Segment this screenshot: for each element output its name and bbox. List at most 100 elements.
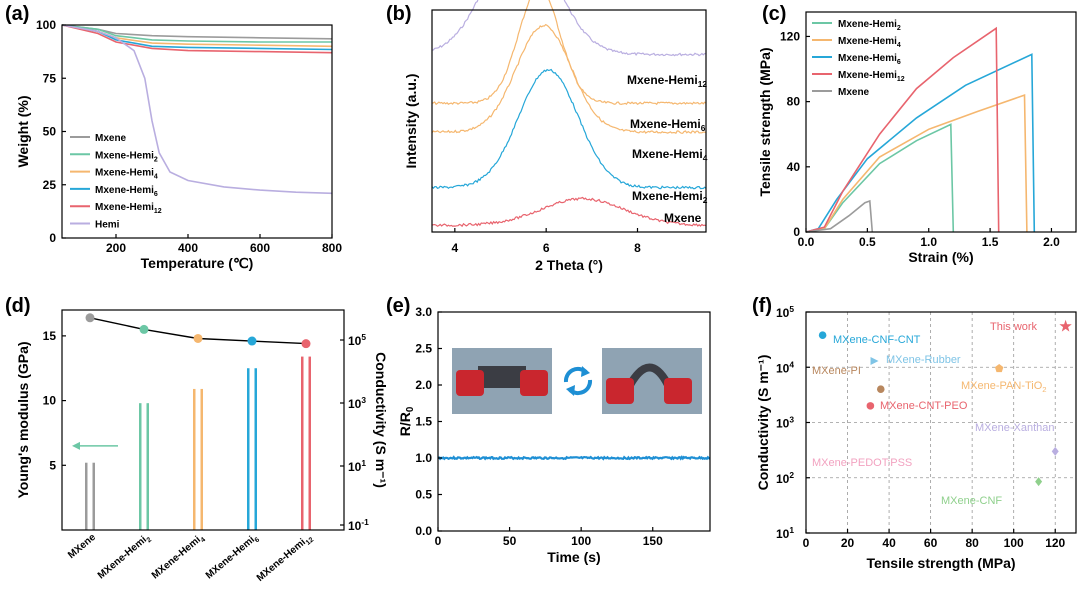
x-tick-label: 60 — [924, 536, 938, 550]
x-tick-label: 100 — [1004, 536, 1024, 550]
y-axis-title-right: Conductivity (S m⁻¹) — [373, 352, 389, 488]
tga-curve-5 — [61, 24, 333, 195]
pentagon-marker — [994, 364, 1004, 373]
right-tick-label: 101 — [348, 458, 366, 474]
stress-curve-1 — [805, 93, 1028, 233]
scatter-point: MXene-CNF — [941, 477, 1043, 507]
cycle-arrows-icon — [563, 366, 593, 396]
y-axis-title: Tensile strength (MPa) — [757, 47, 773, 196]
x-tick-label: 40 — [882, 536, 896, 550]
x-axis-title: Tensile strength (MPa) — [866, 555, 1015, 571]
modulus-point — [301, 339, 311, 349]
xrd-curve-4 — [431, 196, 707, 228]
legend-entry: Mxene-Hemi6 — [95, 185, 158, 198]
right-tick-label: 105 — [348, 332, 366, 348]
modulus-point — [139, 324, 149, 334]
y-tick-label: 5 — [49, 458, 56, 472]
scatter-point: This work — [990, 319, 1072, 333]
x-axis-title: Strain (%) — [908, 249, 973, 265]
clip-left — [456, 370, 484, 396]
category-label: MXene-Hemi4 — [150, 532, 207, 583]
mxene-film-bent — [626, 363, 672, 388]
panel-d: 5101510-1101103105MXeneMXene-Hemi2MXene-… — [5, 295, 389, 586]
category-label: MXene-Hemi6 — [204, 532, 261, 583]
y-axis-title: Conductivity (S m⁻¹) — [755, 355, 771, 491]
y-tick-label: 120 — [780, 29, 800, 43]
x-tick-label: 150 — [643, 534, 663, 548]
x-tick-label: 1.0 — [920, 235, 937, 249]
panel-e: 0 50 100 150 0.0 0.5 1.0 1.5 2.0 2.5 3.0 Time (s) R/… — [386, 295, 711, 565]
x-tick-label: 400 — [178, 241, 198, 255]
plot-frame — [437, 311, 711, 532]
point-label: MXene-PAN-TiO2 — [961, 380, 1047, 394]
plot-frame — [805, 11, 1077, 233]
left-arrow-icon — [72, 441, 80, 450]
x-tick-label: 0.0 — [798, 235, 815, 249]
diamond-marker — [1051, 446, 1059, 456]
legend-entry: Mxene-Hemi4 — [95, 168, 158, 181]
panel-label-e: (e) — [386, 295, 410, 317]
y-axis-title: Young's modulus (GPa) — [15, 341, 31, 498]
xrd-curve-2 — [431, 23, 707, 134]
y-axis-title: Weight (%) — [15, 95, 31, 167]
x-tick-label: 2.0 — [1043, 235, 1060, 249]
xrd-curve-1 — [431, 0, 707, 106]
y-axis-title: R/R0 — [397, 406, 416, 436]
x-tick-label: 80 — [965, 536, 979, 550]
panel-c: 0.0 0.5 1.0 1.5 2.0 0 40 80 120 Strain (%) Tensile… — [757, 3, 1077, 265]
panel-label-a: (a) — [5, 3, 29, 25]
legend-entry: Hemi — [95, 220, 120, 231]
point-label: MXene-CNT-PEO — [880, 400, 968, 412]
panel-label-f: (f) — [752, 295, 772, 317]
x-tick-label: 1.5 — [982, 235, 999, 249]
modulus-point — [193, 333, 203, 343]
category-label: MXene-Hemi2 — [96, 532, 153, 583]
point-label: This work — [990, 321, 1038, 333]
cycle-arrowhead-bottom — [566, 385, 575, 396]
point-label: MXene-CNF-CNT — [833, 334, 921, 346]
clip-right — [664, 378, 692, 404]
circle-marker — [876, 385, 885, 394]
legend-entry: Mxene-Hemi12 — [838, 70, 905, 83]
panel-label-d: (d) — [5, 295, 31, 317]
y-tick-label: 2.0 — [415, 378, 432, 392]
y-tick-label: 102 — [776, 470, 794, 486]
x-tick-label: 50 — [503, 534, 517, 548]
curve-label: Mxene-Hemi2 — [632, 189, 708, 205]
panel-f: This work MXene-CNF-CNT MXene-Rubber MXene-… — [752, 295, 1077, 571]
stress-curve-2 — [805, 53, 1036, 233]
y-tick-label: 0 — [49, 231, 56, 245]
conductivity-bar-right — [200, 388, 203, 530]
y-tick-label: 104 — [776, 359, 794, 375]
x-tick-label: 6 — [543, 241, 550, 255]
scatter-point: MXene-PI — [812, 365, 885, 394]
y-tick-label: 75 — [43, 71, 57, 85]
conductivity-bar-left — [85, 462, 88, 530]
y-tick-label: 103 — [776, 415, 794, 431]
photo-bent-sample — [602, 348, 702, 414]
y-tick-label: 10 — [43, 394, 57, 408]
y-tick-label: 3.0 — [415, 305, 432, 319]
stress-curve-3 — [805, 26, 1000, 233]
legend-entry: Mxene — [838, 87, 870, 98]
category-label: MXene-Hemi12 — [255, 532, 315, 586]
x-tick-label: 4 — [451, 241, 458, 255]
x-tick-label: 8 — [634, 241, 641, 255]
stress-curve-0 — [805, 123, 955, 233]
y-tick-label: 50 — [43, 125, 57, 139]
conductivity-bar-left — [301, 356, 304, 530]
y-axis-title: Intensity (a.u.) — [403, 74, 419, 169]
cycle-arrowhead-top — [581, 366, 590, 377]
y-tick-label: 1.5 — [415, 415, 432, 429]
scatter-point: MXene-CNF-CNT — [818, 331, 921, 346]
legend-entry: Mxene-Hemi12 — [95, 202, 162, 215]
clip-left — [606, 378, 634, 404]
conductivity-bar-left — [193, 388, 196, 530]
legend-entry: Mxene-Hemi6 — [838, 53, 901, 66]
conductivity-bar-right — [308, 356, 311, 530]
triangle-marker — [870, 356, 879, 365]
modulus-point — [85, 313, 95, 323]
right-tick-label: 10-1 — [348, 517, 369, 533]
y-tick-label: 0 — [793, 225, 800, 239]
